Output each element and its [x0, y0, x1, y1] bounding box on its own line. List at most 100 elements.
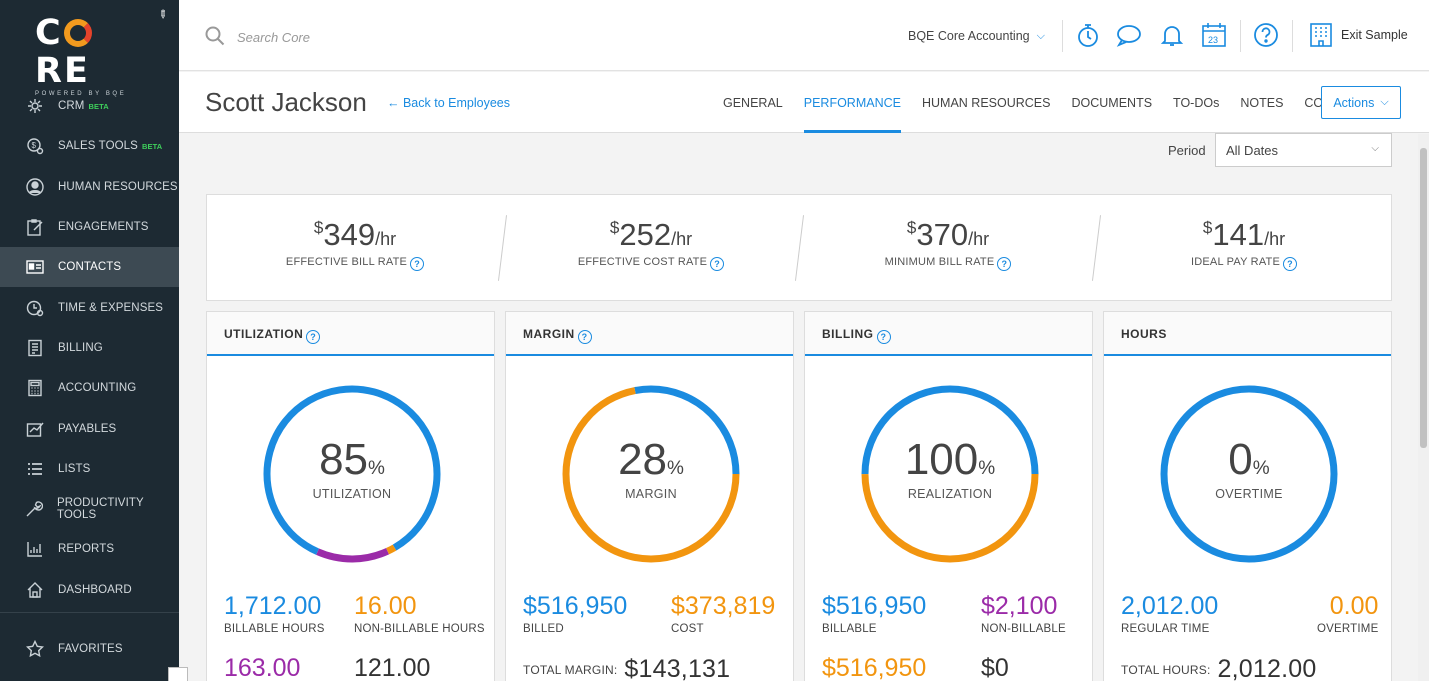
stat-value: 16.00 — [354, 592, 417, 620]
tab-notes[interactable]: NOTES — [1240, 96, 1284, 110]
crm-icon — [25, 97, 45, 115]
stat-value: 163.00 — [224, 654, 301, 681]
card-title: MARGIN? — [506, 312, 793, 356]
period-select[interactable]: All Dates ⌵ — [1215, 133, 1392, 167]
stat-regular-time: 2,012.00 REGULAR TIME — [1121, 592, 1218, 635]
help-icon[interactable]: ? — [410, 257, 425, 271]
edit-pencil-icon[interactable]: ✎ — [154, 7, 170, 23]
total-hours: TOTAL HOURS: 2,012.00 — [1121, 655, 1317, 681]
help-icon[interactable]: ? — [876, 330, 891, 344]
payables-icon — [25, 420, 45, 438]
sidebar-item-sales-tools[interactable]: $ SALES TOOLS BETA — [0, 126, 179, 166]
stat-label: BILLABLE HOURS — [224, 623, 325, 635]
sidebar-item-time-expenses[interactable]: TIME & EXPENSES — [0, 287, 179, 327]
sidebar-item-label: CRM — [58, 100, 85, 113]
stopwatch-icon[interactable] — [1075, 22, 1101, 48]
sidebar: CRE POWERED BY BQE ✎ CRM BETA $ SALES TOO… — [0, 0, 179, 681]
sidebar-item-crm[interactable]: CRM BETA — [0, 86, 179, 126]
sidebar-item-human-resources[interactable]: HUMAN RESOURCES — [0, 167, 179, 207]
tab-general[interactable]: GENERAL — [723, 96, 783, 110]
hours-donut: 0% OVERTIME — [1154, 379, 1344, 569]
donut-percent: 0% — [1228, 435, 1270, 484]
exit-sample-label: Exit Sample — [1341, 28, 1408, 42]
stat-label: BILLED — [523, 623, 564, 635]
sidebar-item-favorites[interactable]: FAVORITES — [0, 629, 123, 669]
donut-segment — [1160, 385, 1338, 563]
tab-bar: GENERAL PERFORMANCE HUMAN RESOURCES DOCU… — [723, 72, 1385, 133]
hours-card: HOURS 0% OVERTIME 2,012.00 REGULAR TIME … — [1103, 311, 1392, 681]
logo-subtitle: POWERED BY BQE — [35, 91, 127, 97]
tab-human-resources[interactable]: HUMAN RESOURCES — [921, 96, 1051, 110]
stat-value: $2,100 — [981, 592, 1058, 620]
rates-panel: $349/hr EFFECTIVE BILL RATE? $252/hr EFF… — [206, 194, 1392, 301]
search-icon — [205, 26, 225, 46]
stat-value: 0.00 — [1329, 592, 1379, 620]
clipboard-icon — [25, 218, 45, 236]
sidebar-divider — [0, 612, 179, 613]
exit-sample-button[interactable]: Exit Sample — [1309, 22, 1408, 48]
core-logo[interactable]: CRE POWERED BY BQE — [35, 14, 145, 97]
help-icon[interactable] — [1253, 22, 1279, 48]
rate-value: $370/hr — [906, 217, 990, 252]
scrollbar[interactable] — [1418, 134, 1429, 681]
actions-button[interactable]: Actions ⌵ — [1321, 86, 1401, 119]
stat-label: NON-BILLABLE HOURS — [354, 623, 485, 635]
help-icon[interactable]: ? — [710, 257, 725, 271]
sidebar-item-payables[interactable]: PAYABLES — [0, 408, 179, 448]
back-to-employees-link[interactable]: ← Back to Employees — [387, 96, 510, 110]
sidebar-item-dashboard[interactable]: DASHBOARD — [0, 570, 179, 610]
stat-cost: $373,819 COST — [671, 592, 775, 635]
stat-value: 121.00 — [354, 654, 431, 681]
stat-non-billable-hours: 16.00 NON-BILLABLE HOURS — [354, 592, 485, 635]
chat-icon[interactable] — [1116, 22, 1142, 48]
search-input[interactable] — [237, 26, 537, 48]
sidebar-item-contacts[interactable]: CONTACTS — [0, 247, 179, 288]
tab-documents[interactable]: DOCUMENTS — [1071, 96, 1153, 110]
help-icon[interactable]: ? — [1283, 257, 1297, 271]
rate-ideal-pay: $141/hr IDEAL PAY RATE? — [1096, 217, 1392, 271]
sidebar-item-label: HUMAN RESOURCES — [58, 180, 178, 193]
resize-handle[interactable] — [168, 667, 188, 681]
donut-percent: 85% — [319, 435, 385, 484]
sidebar-item-label: FAVORITES — [58, 643, 123, 656]
stat-value: $0 — [981, 654, 1009, 681]
help-icon[interactable]: ? — [577, 330, 592, 344]
stat-billable-hours: 1,712.00 BILLABLE HOURS — [224, 592, 325, 635]
invoice-icon — [25, 339, 45, 357]
stat-value-row: $516,950 — [822, 654, 926, 681]
stat-value: $516,950 — [523, 592, 628, 620]
calendar-icon[interactable]: 23 — [1201, 22, 1227, 48]
donut-ring — [263, 385, 441, 563]
donut-label: MARGIN — [625, 487, 677, 501]
donut-segment — [263, 385, 441, 563]
sidebar-item-reports[interactable]: REPORTS — [0, 529, 179, 569]
total-margin: TOTAL MARGIN: $143,131 — [523, 655, 731, 681]
help-icon[interactable]: ? — [997, 257, 1012, 271]
tab-to-dos[interactable]: TO-DOs — [1173, 96, 1220, 110]
sidebar-item-label: PRODUCTIVITY TOOLS — [56, 497, 144, 522]
company-selector[interactable]: BQE Core Accounting ⌵ — [908, 29, 1045, 43]
billing-card: BILLING? 100% REALIZATION $516,950 BILLA… — [804, 311, 1093, 681]
stat-label: COST — [671, 623, 704, 635]
stat-label: BILLABLE — [822, 623, 877, 635]
scrollbar-thumb[interactable] — [1420, 148, 1427, 448]
page-header: Scott Jackson ← Back to Employees GENERA… — [179, 72, 1429, 133]
sidebar-item-billing[interactable]: BILLING — [0, 328, 179, 368]
sidebar-item-label: PAYABLES — [58, 422, 117, 435]
card-title: HOURS — [1104, 312, 1391, 356]
help-icon[interactable]: ? — [306, 330, 321, 344]
rate-value: $252/hr — [609, 217, 693, 252]
actions-label: Actions — [1333, 95, 1375, 110]
bell-icon[interactable] — [1159, 22, 1185, 48]
tab-performance[interactable]: PERFORMANCE — [803, 72, 902, 133]
sidebar-item-productivity-tools[interactable]: PRODUCTIVITY TOOLS — [0, 489, 179, 529]
donut-segment — [861, 385, 1039, 563]
sidebar-item-engagements[interactable]: ENGAGEMENTS — [0, 207, 179, 247]
donut-ring — [861, 385, 1039, 563]
rate-value: $349/hr — [313, 217, 397, 252]
sidebar-item-label: ACCOUNTING — [58, 382, 137, 395]
building-icon — [1310, 23, 1332, 47]
sidebar-item-lists[interactable]: LISTS — [0, 449, 179, 489]
wrench-icon — [25, 500, 44, 518]
sidebar-item-accounting[interactable]: ACCOUNTING — [0, 368, 179, 408]
